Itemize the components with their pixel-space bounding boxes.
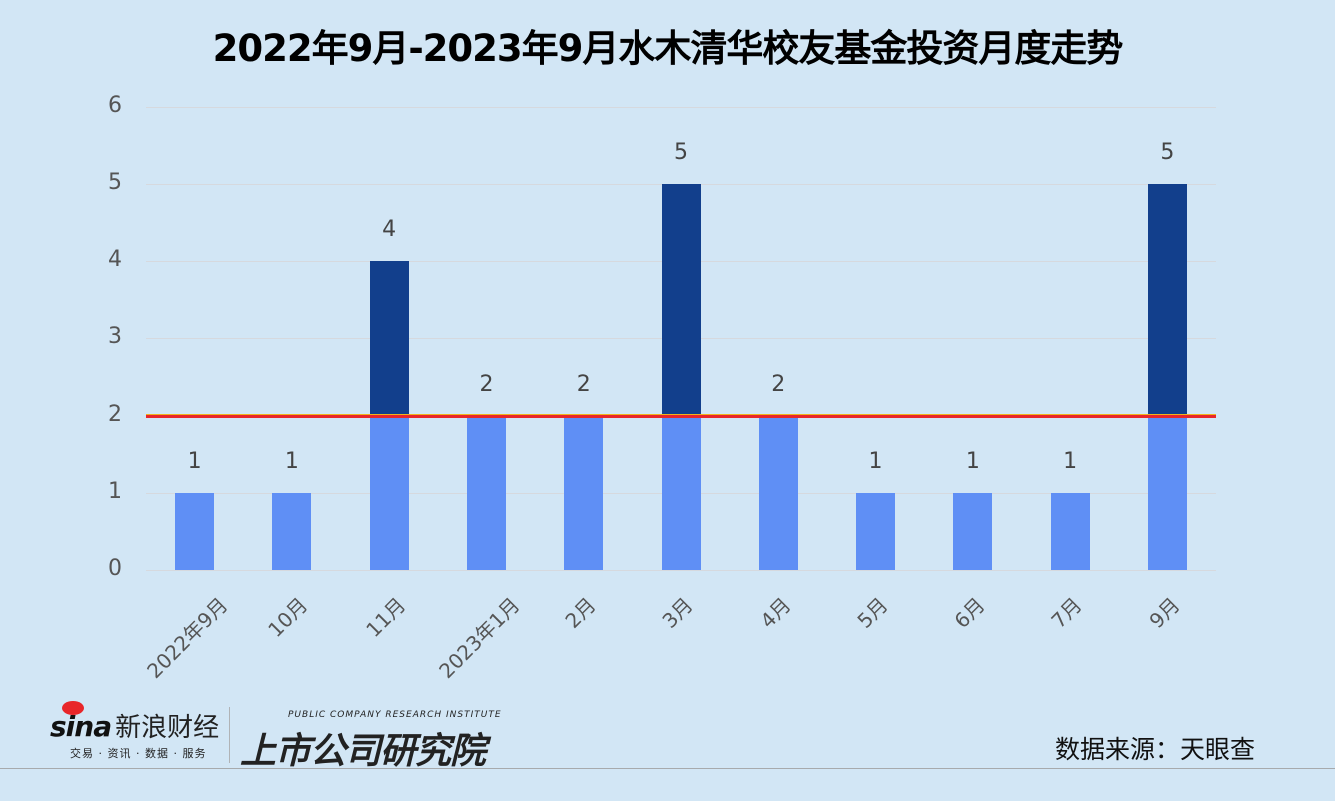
data-label: 5 [1160, 140, 1175, 165]
bar-segment-above-reference [369, 261, 409, 416]
bar-segment-base [758, 415, 798, 570]
y-tick-label: 3 [108, 324, 122, 350]
data-label: 5 [674, 140, 688, 165]
y-tick-label: 6 [108, 92, 122, 118]
y-tick-label: 4 [108, 247, 122, 273]
bar-segment-base [272, 492, 312, 570]
x-tick-label: 2023年1月 [433, 592, 525, 684]
chart-title: 2022年9月-2023年9月水木清华校友基金投资月度走势 [212, 27, 1124, 70]
bar-segment-base [856, 492, 896, 570]
footer-divider [0, 768, 1335, 769]
x-tick-label: 2022年9月 [142, 592, 233, 684]
y-tick-label: 2 [108, 401, 122, 427]
x-tick-label: 2月 [560, 592, 601, 633]
logo-divider [229, 707, 230, 763]
reference-line [146, 413, 1216, 418]
sina-finance-logo: sina 新浪财经 交易 · 资讯 · 数据 · 服务 [50, 701, 220, 760]
bar-segment-base [1050, 492, 1090, 570]
gridline [146, 106, 1216, 108]
y-tick-label: 0 [108, 556, 122, 581]
x-tick-label: 6月 [949, 592, 990, 633]
sina-name: 新浪财经 [115, 713, 220, 743]
bar-segment-base [661, 415, 701, 570]
y-tick-label: 5 [108, 170, 122, 195]
bar-segment-base [1147, 415, 1187, 570]
sina-brand: sina [50, 710, 112, 743]
data-label: 1 [965, 448, 980, 474]
data-label: 1 [284, 448, 299, 474]
x-tick-label: 11月 [360, 592, 410, 642]
x-tick-label: 3月 [657, 592, 698, 633]
data-source: 数据来源：天眼查 [1054, 735, 1255, 764]
sina-eye-icon [62, 701, 84, 715]
data-label: 4 [382, 217, 397, 243]
bar-segment-base [369, 415, 409, 570]
institute-chinese-name: 上市公司研究院 [240, 731, 486, 772]
data-label: 1 [187, 448, 202, 474]
institute-english-name: PUBLIC COMPANY RESEARCH INSTITUTE [288, 710, 502, 720]
data-label: 1 [868, 448, 883, 474]
x-tick-label: 5月 [852, 592, 893, 633]
x-tick-label: 7月 [1046, 592, 1087, 633]
bar-segment-base [953, 492, 993, 570]
data-label: 2 [771, 371, 786, 397]
data-label: 2 [576, 371, 591, 397]
x-tick-label: 9月 [1144, 592, 1185, 633]
bar-segment-base [466, 415, 506, 570]
y-tick-label: 1 [108, 478, 122, 504]
gridline [146, 570, 1216, 571]
bar-segment-base [175, 492, 215, 570]
data-label: 1 [1063, 448, 1078, 474]
bar-segment-base [564, 415, 604, 570]
bar-segment-above-reference [661, 184, 701, 416]
sina-tagline: 交易 · 资讯 · 数据 · 服务 [70, 747, 207, 760]
bar-segment-above-reference [1147, 184, 1187, 416]
data-label: 2 [479, 371, 494, 397]
x-tick-label: 4月 [755, 592, 796, 633]
x-tick-label: 10月 [263, 592, 313, 642]
